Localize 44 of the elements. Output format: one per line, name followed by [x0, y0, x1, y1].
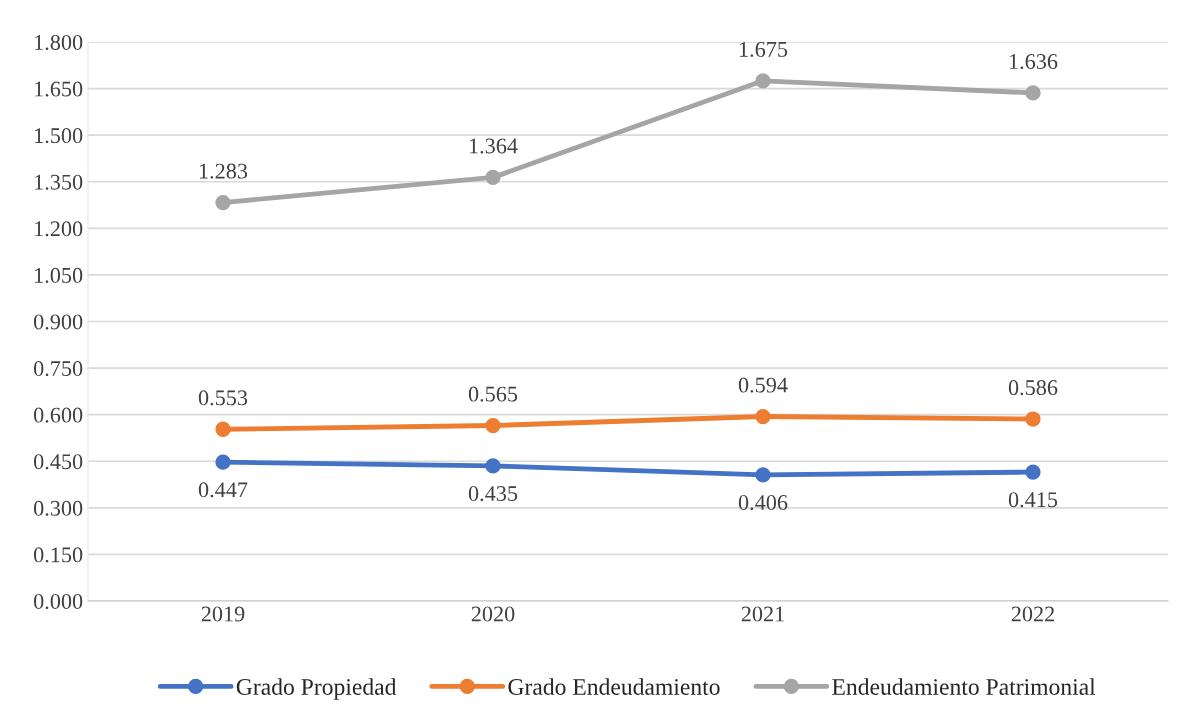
x-tick-label: 2021	[741, 606, 784, 622]
data-label: 0.586	[1008, 380, 1058, 396]
x-tick-label: 2019	[201, 606, 245, 622]
point	[215, 194, 231, 211]
data-label: 1.675	[739, 41, 788, 57]
y-tick-label: 1.200	[35, 221, 83, 237]
data-label: 0.565	[468, 386, 518, 402]
data-label: 1.364	[469, 138, 518, 154]
x-tick-label: 2022	[1011, 606, 1054, 622]
point	[1025, 85, 1041, 101]
legend-label: Grado Endeudamiento	[508, 678, 720, 695]
y-tick-label: 0.750	[33, 361, 83, 377]
y-tick-label: 1.500	[35, 128, 83, 144]
y-tick-label: 1.350	[35, 174, 83, 190]
y-tick-label: 0.300	[33, 500, 83, 516]
data-label: 0.553	[198, 390, 248, 406]
legend-label: Grado Propiedad	[236, 678, 397, 700]
point	[755, 408, 771, 425]
point	[485, 169, 501, 186]
point	[215, 454, 231, 470]
data-label: 1.636	[1009, 54, 1058, 70]
data-label: 0.415	[1008, 492, 1058, 508]
legend-label: Endeudamiento Patrimonial	[832, 678, 1096, 695]
point	[485, 458, 501, 474]
point	[755, 467, 771, 483]
data-label: 0.594	[738, 377, 788, 393]
data-label: 0.435	[468, 486, 518, 502]
y-tick-label: 1.050	[35, 267, 83, 283]
y-tick-label: 0.600	[33, 407, 83, 423]
point	[755, 73, 771, 89]
y-tick-label: 0.450	[33, 454, 83, 470]
data-label: 0.406	[738, 495, 788, 511]
y-tick-label: 1.800	[35, 34, 83, 51]
data-label: 1.283	[199, 163, 248, 179]
y-tick-label: 0.000	[33, 593, 83, 610]
y-tick-label: 1.650	[35, 81, 83, 97]
y-tick-label: 0.150	[33, 547, 83, 563]
y-tick-label: 0.900	[33, 314, 83, 330]
point	[485, 417, 501, 434]
x-tick-label: 2020	[471, 606, 515, 622]
point	[1025, 464, 1041, 480]
point	[215, 421, 231, 437]
point	[1025, 411, 1041, 427]
data-label: 0.447	[198, 482, 248, 498]
